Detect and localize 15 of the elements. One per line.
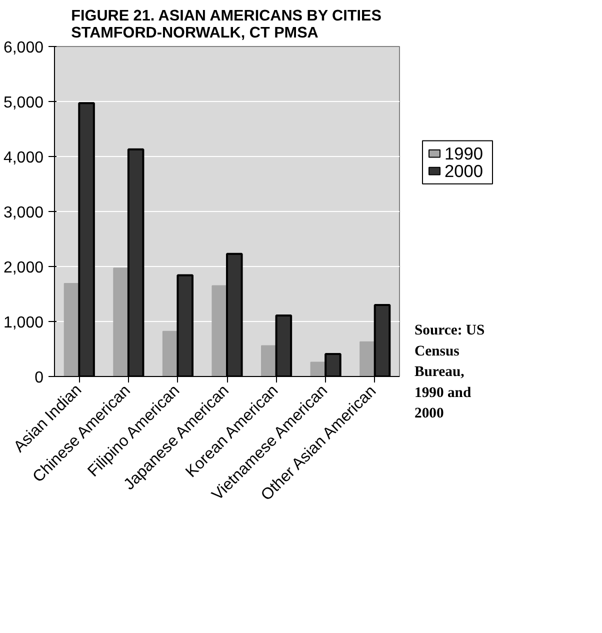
y-tick-label: 3,000 — [3, 204, 44, 222]
y-tick-label: 1,000 — [3, 314, 44, 332]
y-tick-label: 6,000 — [3, 40, 44, 56]
y-tick-label: 4,000 — [3, 150, 44, 166]
source-note: Source: US Census Bureau, 1990 and 2000 — [414, 322, 485, 422]
bar — [360, 341, 376, 376]
y-tick-label: 0 — [34, 370, 44, 386]
chart-title: FIGURE 21. ASIAN AMERICANS BY CITIES STAMFORD-NORWALK, CT PMSA — [71, 8, 382, 42]
legend-label: 2000 — [444, 161, 484, 182]
legend-label: 1990 — [444, 144, 484, 164]
bar — [212, 285, 228, 376]
y-tick-label: 5,000 — [3, 94, 44, 112]
bar — [113, 268, 129, 376]
y-tick-label: 2,000 — [3, 260, 44, 276]
bar — [261, 345, 277, 376]
